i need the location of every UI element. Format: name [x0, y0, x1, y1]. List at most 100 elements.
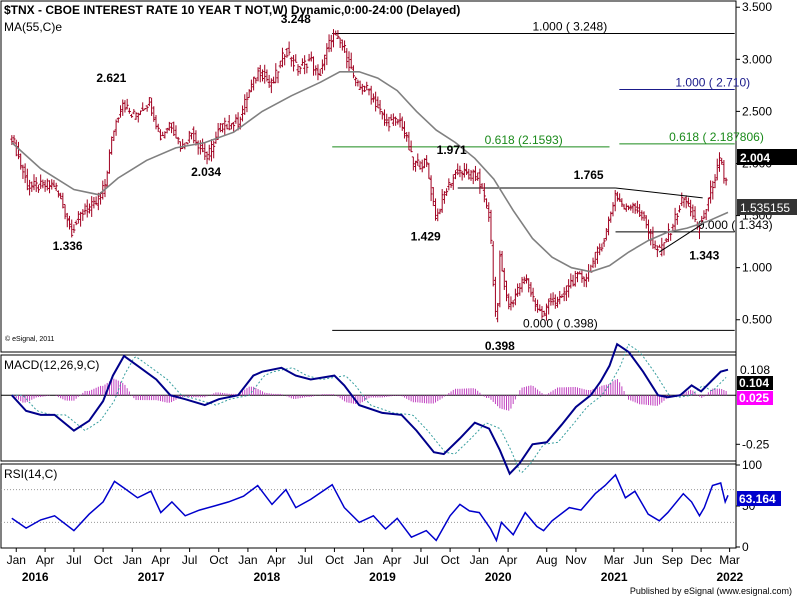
price-bar: [207, 144, 211, 161]
price-bar: [236, 112, 240, 131]
price-bar: [635, 200, 639, 214]
year-label: 2020: [485, 570, 512, 584]
price-bar: [398, 113, 402, 128]
month-label: Jan: [354, 553, 373, 567]
price-bar: [363, 85, 367, 93]
price-bar: [431, 187, 435, 207]
price-bar: [41, 179, 45, 189]
ma55-line: [11, 71, 729, 273]
price-bar: [374, 91, 378, 112]
annotation-3-248: 3.248: [281, 12, 311, 26]
price-bar: [145, 105, 149, 112]
price-bar: [194, 130, 198, 146]
macd-tick-label: -0.25: [742, 437, 770, 451]
price-bar: [12, 135, 16, 144]
price-bar: [500, 250, 504, 272]
price-bar: [407, 131, 411, 151]
price-bar: [176, 136, 180, 145]
price-bar: [365, 81, 369, 91]
triangle-pattern: [615, 187, 703, 253]
macd-axis-ticks: -0.25: [736, 437, 770, 451]
price-bar: [225, 123, 229, 130]
price-bar: [598, 243, 602, 256]
price-bar: [405, 132, 409, 142]
month-label: Jan: [238, 553, 257, 567]
macd-value-badge: [737, 376, 773, 390]
month-label: Aug: [536, 553, 557, 567]
price-bar: [358, 80, 362, 90]
price-bar: [378, 99, 382, 115]
year-label: 2021: [601, 570, 628, 584]
rsi-value-badge: [737, 491, 781, 506]
price-bar: [143, 107, 147, 110]
price-bar: [678, 205, 682, 213]
price-bar: [640, 210, 644, 221]
year-label: 2022: [716, 570, 743, 584]
price-bar: [418, 160, 422, 170]
level-label-fib618-b: 0.618 ( 2.187806): [669, 130, 764, 144]
price-bar: [323, 54, 327, 71]
price-bar: [511, 300, 515, 308]
price-bar: [720, 157, 724, 165]
price-bar: [252, 76, 256, 91]
price-bar: [453, 170, 457, 180]
price-bar: [505, 280, 509, 302]
price-bar: [602, 238, 606, 247]
price-panel: 1.000 ( 3.248) 0.000 ( 0.398) 0.618 (2.159…: [4, 0, 797, 353]
price-bar: [107, 149, 111, 174]
chart-title: $TNX - CBOE INTEREST RATE 10 YEAR T NOT,…: [4, 3, 460, 17]
price-bar: [385, 113, 389, 127]
price-bar: [482, 183, 486, 203]
price-bar: [119, 105, 123, 118]
macd-histogram: [13, 378, 727, 411]
month-label: Jan: [470, 553, 489, 567]
price-bar: [669, 233, 673, 241]
price-annotations: 2.621 1.336 2.034 3.248 1.429 1.971 0.398 1.765…: [53, 12, 720, 353]
price-bar: [265, 69, 269, 82]
copyright-text: © eSignal, 2011: [5, 335, 55, 343]
ma-value-label: 1.535155: [740, 201, 790, 215]
level-label-fib618-a: 0.618 (2.1593): [485, 133, 563, 147]
price-bar: [387, 116, 391, 132]
price-bar: [327, 34, 331, 53]
year-label: 2017: [138, 570, 165, 584]
price-bar: [715, 158, 719, 181]
price-bar: [72, 224, 76, 234]
price-bar: [544, 303, 548, 321]
price-bar: [445, 188, 449, 196]
price-bar: [34, 177, 38, 192]
month-label: Jul: [66, 553, 81, 567]
price-bar: [298, 66, 302, 75]
price-bar: [94, 196, 98, 206]
price-bar: [593, 251, 597, 268]
price-bar: [320, 59, 324, 74]
month-label: Sep: [662, 553, 684, 567]
month-label: Oct: [94, 553, 113, 567]
price-bar: [460, 170, 464, 181]
price-bar: [604, 228, 608, 241]
price-bar: [285, 48, 289, 58]
month-label: Apr: [499, 553, 518, 567]
price-bar: [420, 159, 424, 173]
price-bar: [203, 142, 207, 160]
price-bar: [127, 107, 131, 114]
price-bar: [507, 293, 511, 310]
price-bar: [480, 183, 484, 189]
price-bar: [260, 69, 264, 82]
price-bar: [234, 114, 238, 124]
month-label: Jan: [7, 553, 26, 567]
price-bar: [263, 64, 267, 84]
price-tick-label: 1.000: [742, 261, 772, 275]
price-bar: [123, 100, 127, 113]
price-bar: [582, 276, 586, 287]
price-bar: [698, 225, 702, 240]
price-bar: [558, 290, 562, 305]
price-bar: [87, 203, 91, 214]
price-bar: [267, 74, 271, 88]
price-bar: [254, 77, 258, 84]
month-label: Mar: [604, 553, 625, 567]
price-bar: [325, 43, 329, 66]
price-bar: [303, 55, 307, 75]
price-bar: [138, 110, 142, 116]
